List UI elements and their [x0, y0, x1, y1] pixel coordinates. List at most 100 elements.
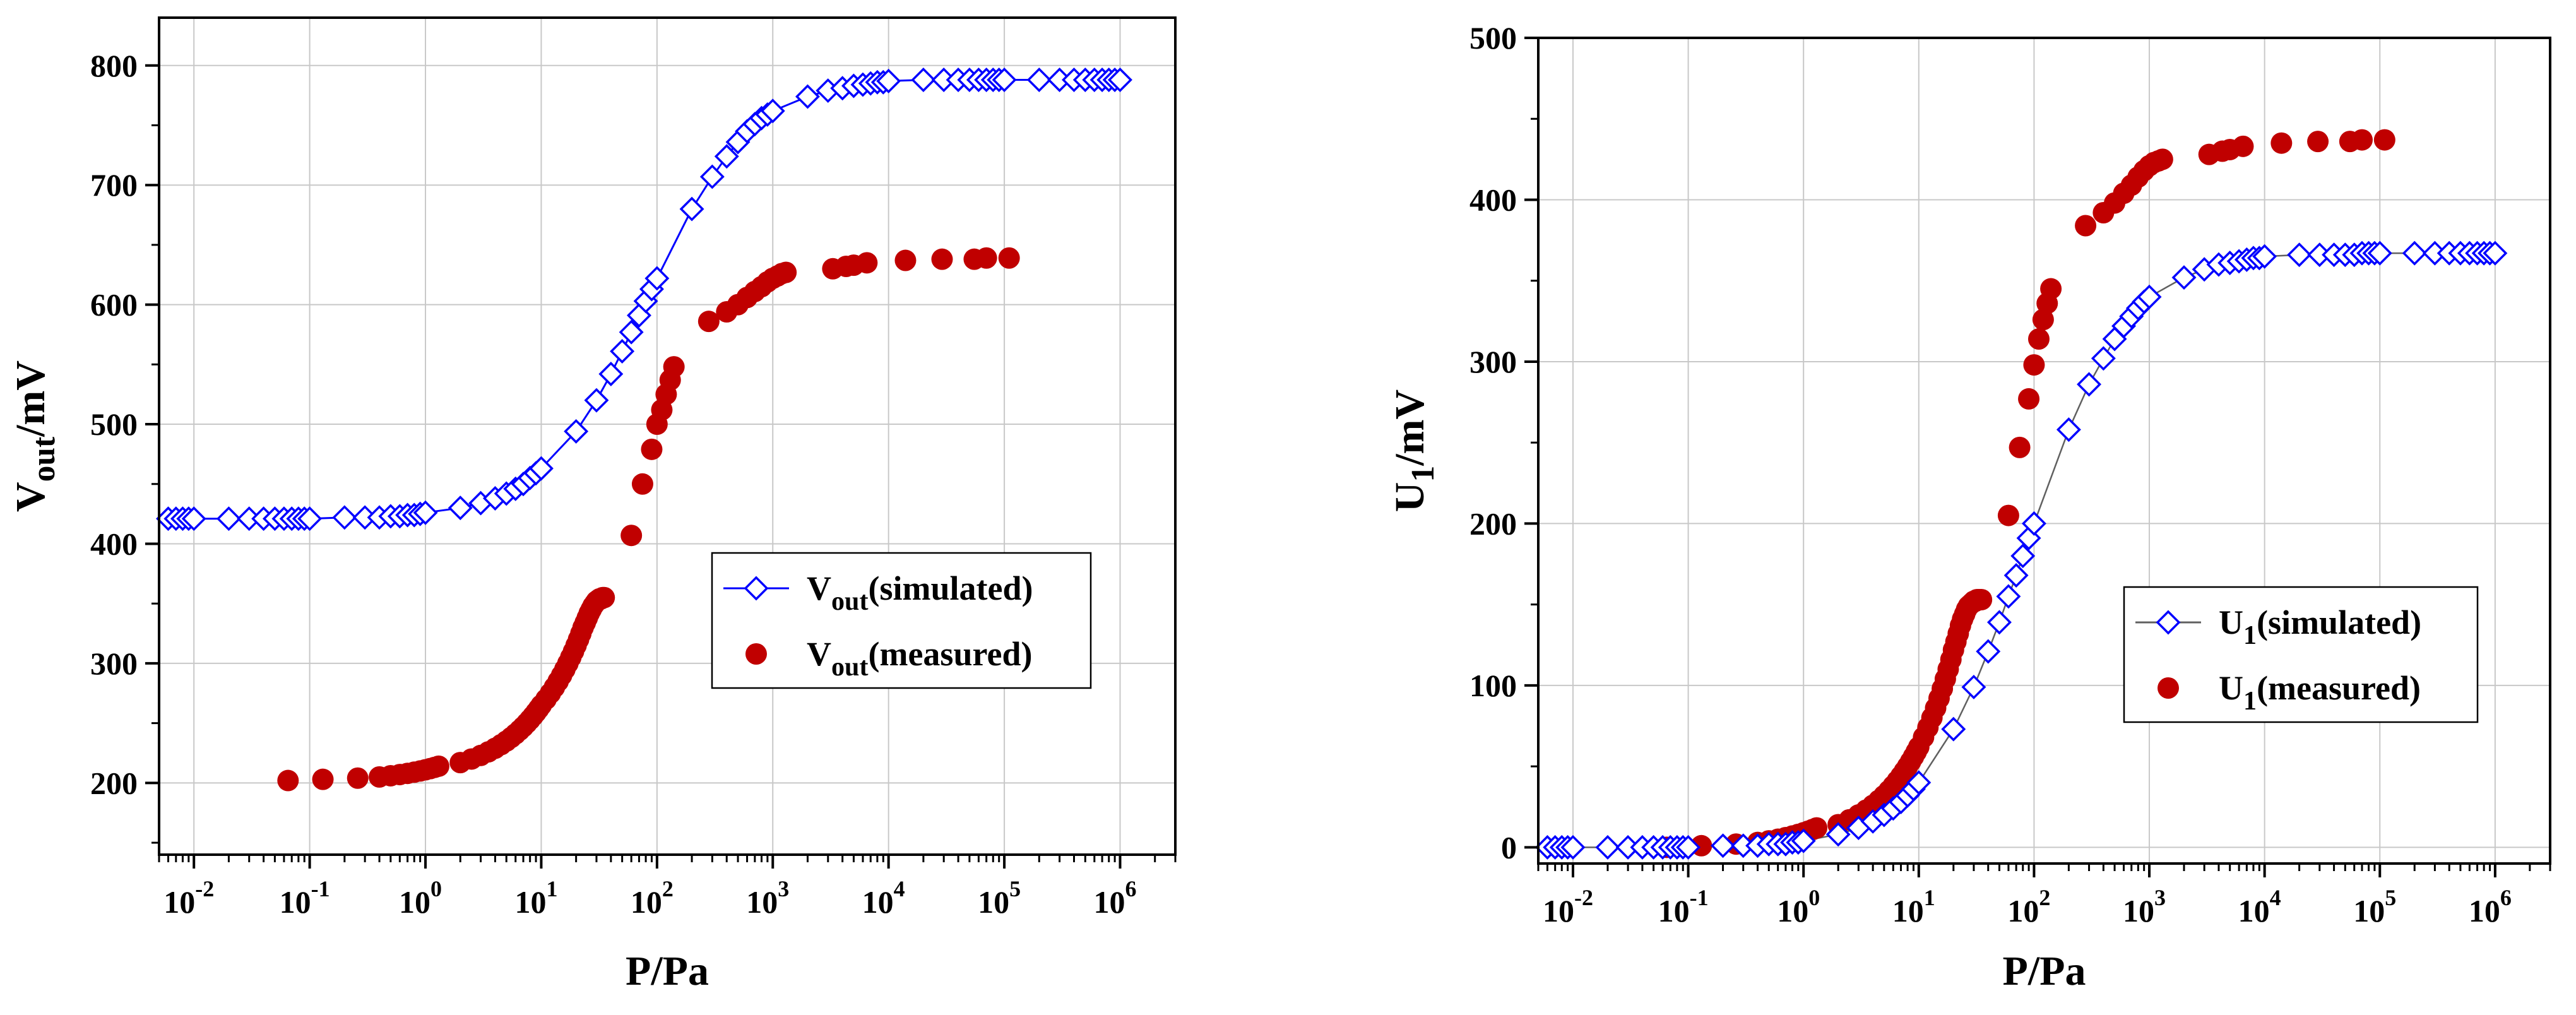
x-tick-exponent: -1 [1690, 885, 1709, 910]
x-tick-base: 10 [631, 884, 662, 920]
legend-entry-measured-main: U [2219, 669, 2243, 707]
legend-entry-simulated-sub: out [831, 586, 869, 616]
measured-point [2270, 132, 2293, 154]
x-tick-base: 10 [862, 884, 894, 920]
chart-u1-vs-pressure: 10-2 10-1 100 101 102 103 104 105 10601002003004… [1387, 20, 2551, 994]
x-tick-exponent: 4 [894, 876, 905, 901]
legend-entry-measured-sub: out [831, 652, 869, 682]
simulated-point [448, 496, 473, 521]
x-tick-label: 106 [2469, 885, 2512, 929]
x-tick-exponent: 3 [778, 876, 789, 901]
x-tick-exponent: -2 [1574, 885, 1593, 910]
simulated-point [2367, 240, 2392, 266]
measured-point [894, 249, 917, 271]
legend-circle-marker [745, 643, 767, 665]
x-tick-base: 10 [1658, 893, 1690, 929]
measured-point [593, 586, 615, 608]
x-axis-label: P/Pa [2003, 948, 2086, 994]
y-tick-label: 500 [1469, 20, 1517, 56]
legend-entry-simulated-suffix: (simulated) [869, 569, 1033, 607]
simulated-point [181, 506, 206, 531]
measured-point [2373, 129, 2395, 151]
legend-entry-simulated-sub: 1 [2243, 620, 2257, 650]
measured-point [2151, 148, 2173, 170]
simulated-point [413, 500, 438, 525]
x-axis: 10-2 10-1 100 101 102 103 104 105 106 [1537, 864, 2551, 929]
measured-point [347, 767, 369, 789]
y-axis-label-main: U [1387, 482, 1433, 513]
simulated-point [699, 164, 725, 189]
x-tick-base: 10 [2353, 893, 2385, 929]
measured-point [931, 248, 953, 270]
measured-point [2018, 388, 2040, 410]
measured-point [2032, 309, 2054, 331]
legend-entry-measured-sub: 1 [2243, 686, 2257, 716]
x-tick-exponent: 0 [430, 876, 442, 901]
y-axis-label-main: V [8, 482, 54, 512]
measured-point [620, 525, 643, 547]
y-tick-label: 800 [90, 48, 138, 83]
measured-series [277, 247, 1020, 792]
x-tick-exponent: 6 [1125, 876, 1136, 901]
y-axis-label: U1/mV [1387, 389, 1441, 512]
y-axis: 0 100 200 300 400 500 [1469, 20, 1538, 865]
y-axis-label-sub: 1 [1405, 466, 1441, 482]
x-tick-exponent: -2 [195, 876, 214, 901]
measured-point [998, 247, 1020, 269]
x-tick-exponent: 0 [1808, 885, 1820, 910]
simulated-point [714, 144, 739, 169]
x-tick-label: 10-2 [163, 876, 214, 920]
measured-point [1997, 504, 2019, 526]
simulated-point [2056, 417, 2081, 442]
x-tick-exponent: 2 [2039, 885, 2050, 910]
simulated-point [2287, 242, 2312, 268]
simulated-point [1108, 68, 1132, 92]
simulated-point [1976, 639, 2001, 664]
x-tick-base: 10 [399, 884, 430, 920]
y-tick-label: 100 [1469, 668, 1517, 703]
x-tick-label: 103 [2123, 885, 2166, 929]
measured-point [2027, 328, 2050, 350]
simulated-point [992, 68, 1017, 92]
x-tick-exponent: 5 [2385, 885, 2396, 910]
x-tick-label: 102 [631, 876, 674, 920]
y-axis-label-unit: /mV [1387, 389, 1433, 466]
measured-point [775, 261, 797, 283]
simulated-point [1026, 68, 1052, 92]
x-tick-label: 105 [978, 876, 1021, 920]
simulated-point [679, 196, 704, 222]
simulated-point [2077, 372, 2102, 397]
x-tick-base: 10 [2469, 893, 2500, 929]
simulated-point [1711, 833, 1736, 858]
legend-diamond-marker [744, 576, 769, 601]
simulated-point [598, 362, 624, 386]
y-tick-label: 400 [90, 526, 138, 561]
x-tick-base: 10 [163, 884, 195, 920]
x-tick-label: 10-1 [280, 876, 330, 920]
y-tick-label: 0 [1501, 829, 1517, 865]
simulated-point [216, 506, 241, 531]
x-tick-exponent: 5 [1009, 876, 1021, 901]
x-tick-exponent: 6 [2500, 885, 2512, 910]
x-tick-base: 10 [978, 884, 1009, 920]
y-tick-label: 700 [90, 167, 138, 203]
x-axis: 10-2 10-1 100 101 102 103 104 105 106 [158, 855, 1177, 920]
simulated-point [1941, 716, 1966, 742]
simulated-point [1676, 834, 1701, 860]
x-tick-base: 10 [1093, 884, 1125, 920]
y-axis: 200 300 400 500 600 700 800 [90, 48, 159, 844]
x-tick-base: 10 [2007, 893, 2039, 929]
x-tick-label: 10-2 [1543, 885, 1593, 929]
legend-box [2123, 586, 2479, 723]
x-axis-label: P/Pa [626, 948, 709, 994]
simulated-point [2003, 563, 2029, 588]
measured-point [2040, 278, 2062, 300]
simulated-point [2402, 240, 2427, 266]
simulated-point [644, 266, 670, 291]
measured-point [427, 755, 449, 777]
simulated-point [1986, 610, 2012, 635]
measured-point [1971, 588, 1993, 610]
x-tick-label: 100 [1777, 885, 1820, 929]
y-tick-label: 300 [1469, 344, 1517, 379]
